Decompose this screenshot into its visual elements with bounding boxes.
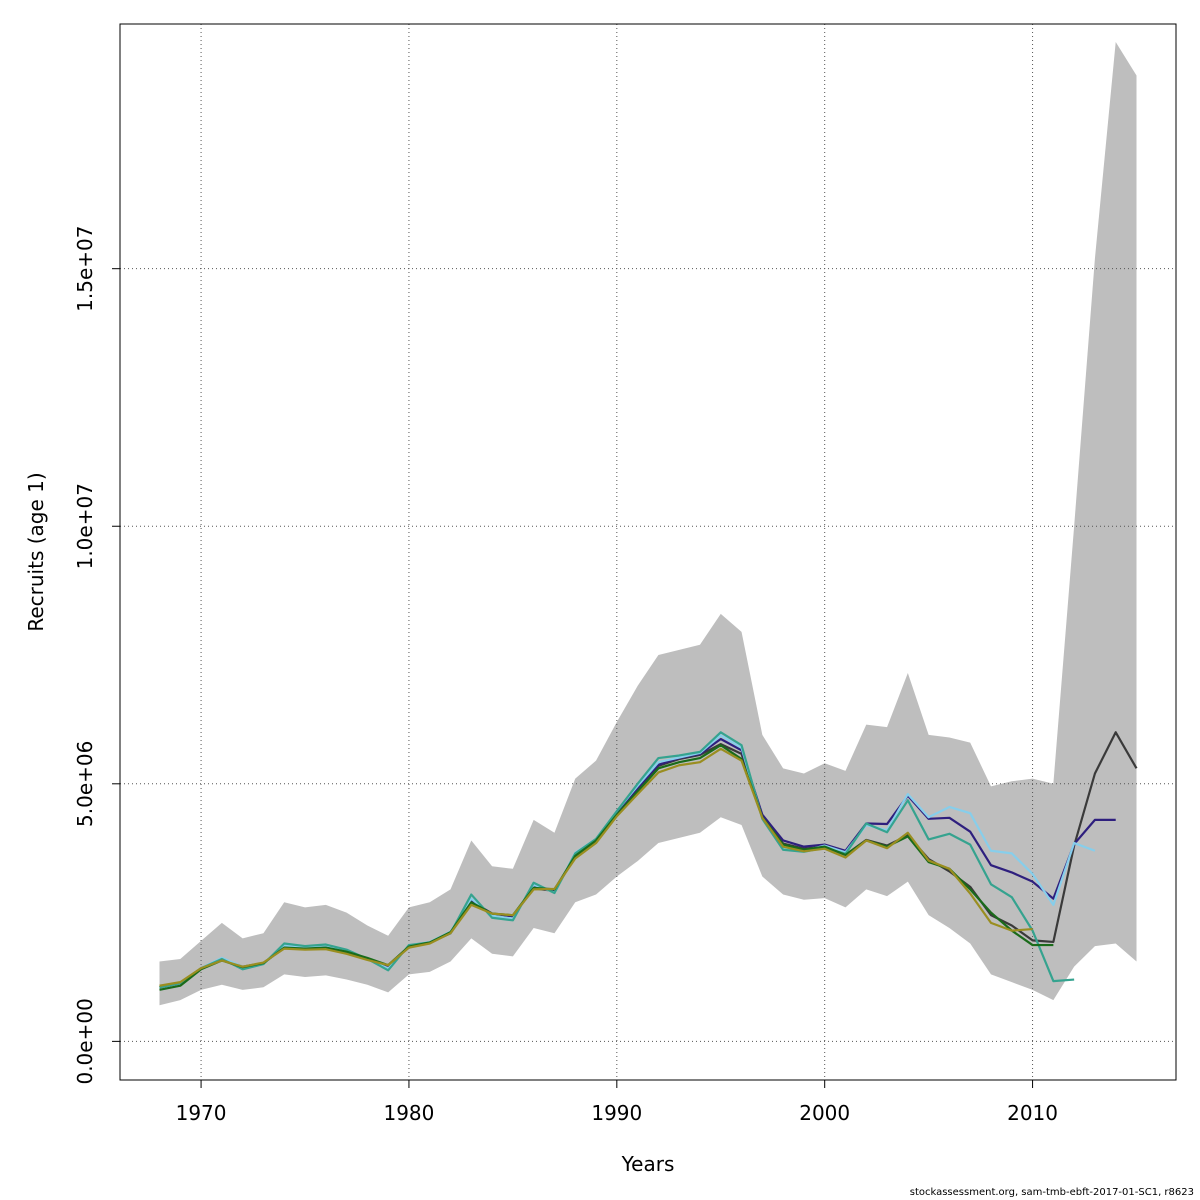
- x-tick-label-1970: 1970: [176, 1101, 227, 1125]
- x-tick-label-1980: 1980: [383, 1101, 434, 1125]
- series-line-5: [159, 744, 1054, 991]
- series-line-6: [159, 747, 1033, 987]
- x-tick-label-2000: 2000: [799, 1101, 850, 1125]
- series-line-4: [159, 731, 1075, 989]
- x-tick-label-1990: 1990: [591, 1101, 642, 1125]
- y-tick-label-2: 1.0e+07: [73, 483, 97, 569]
- y-tick-label-0: 0.0e+00: [73, 998, 97, 1084]
- grid-layer: [120, 24, 1176, 1080]
- source-footnote: stockassessment.org, sam-tmb-ebft-2017-0…: [909, 1187, 1194, 1198]
- confidence-band: [159, 42, 1137, 1006]
- series-layer: [159, 731, 1138, 991]
- y-tick-label-1: 5.0e+06: [73, 741, 97, 827]
- y-tick-label-3: 1.5e+07: [73, 226, 97, 312]
- x-tick-label-2010: 2010: [1007, 1101, 1058, 1125]
- y-axis-title: Recruits (age 1): [24, 472, 48, 631]
- plot-frame: [119, 23, 1177, 1081]
- confidence-band-layer: [159, 42, 1137, 1006]
- axis-layer: 1970 1980 1990 2000 2010 0.0e+00 5.0e+06 1.0e+0…: [73, 226, 1058, 1125]
- x-axis-title: Years: [621, 1152, 675, 1176]
